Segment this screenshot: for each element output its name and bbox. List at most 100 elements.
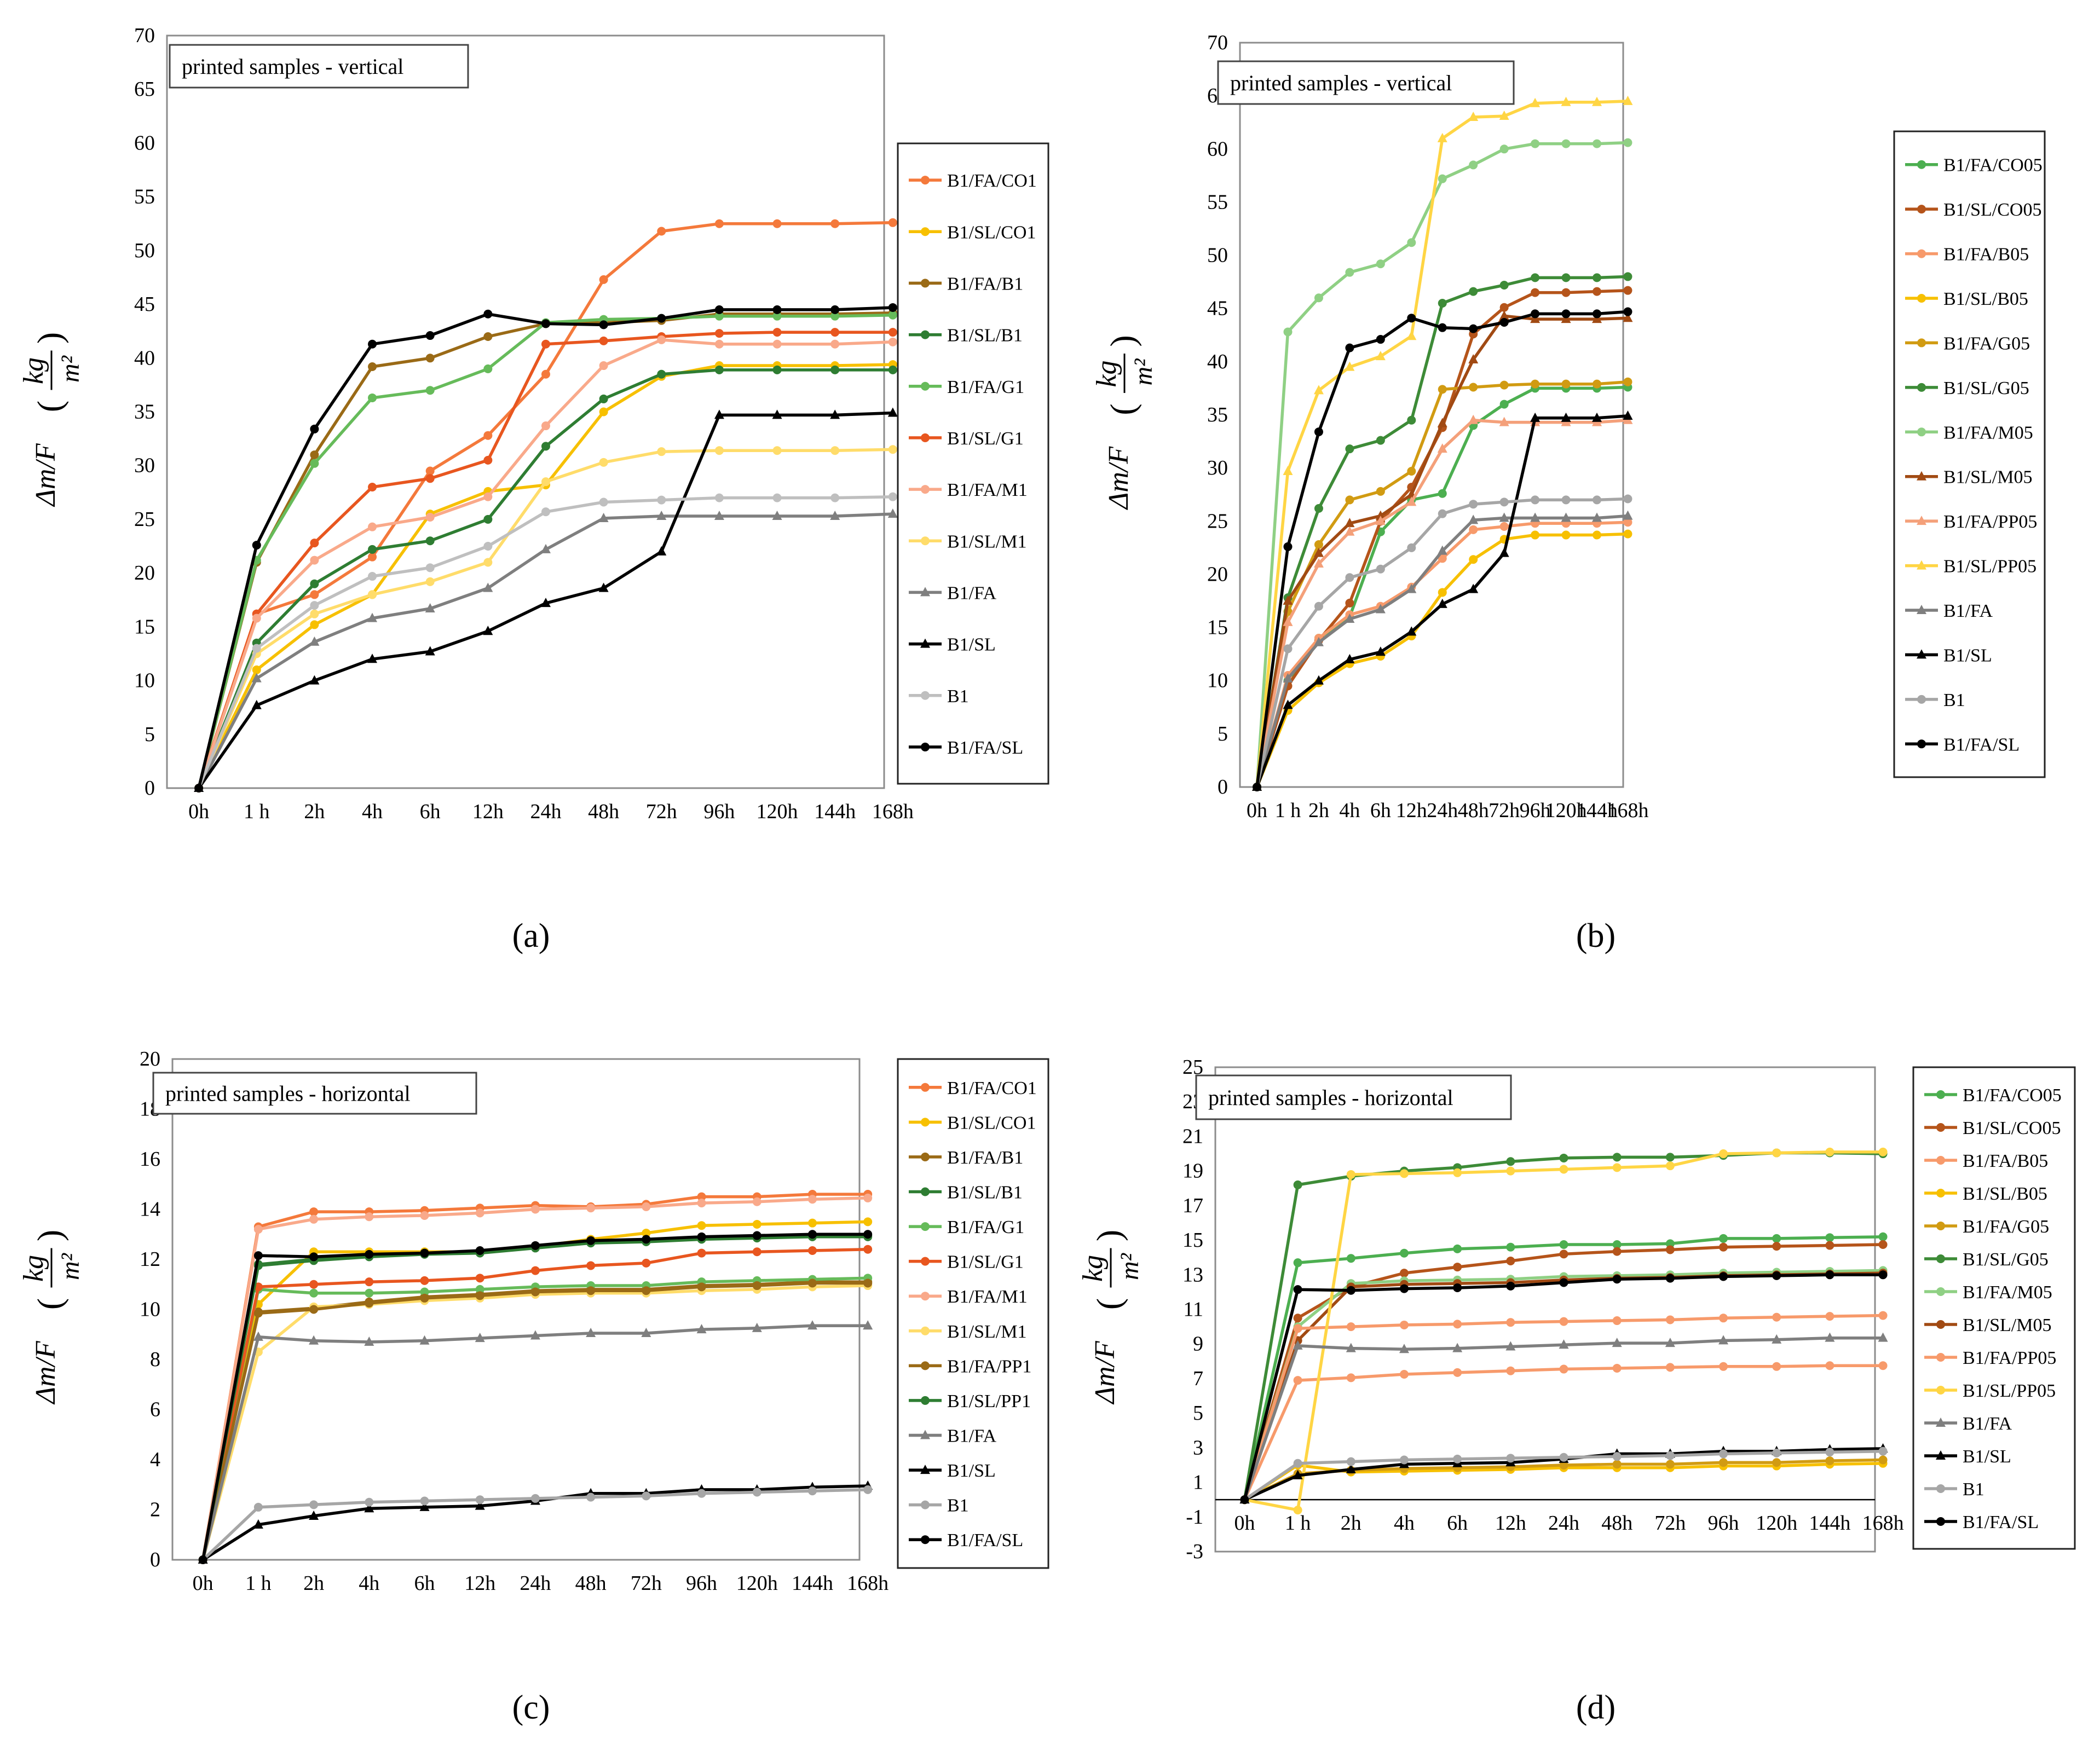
data-point bbox=[807, 1195, 817, 1204]
legend-item: B1/FA/G1 bbox=[909, 377, 1024, 397]
data-point bbox=[1293, 1376, 1302, 1385]
legend-item: B1/SL/B1 bbox=[909, 1183, 1023, 1203]
x-tick-label: 168h bbox=[847, 1572, 889, 1595]
y-axis-label-paren: ) bbox=[30, 1230, 69, 1241]
data-point bbox=[425, 386, 435, 395]
data-point bbox=[1612, 1240, 1622, 1249]
data-point bbox=[714, 311, 724, 321]
data-point bbox=[714, 305, 724, 314]
data-point bbox=[1346, 1343, 1356, 1352]
data-point bbox=[1612, 1163, 1622, 1172]
data-point bbox=[714, 365, 724, 374]
legend-item: B1/FA/SL bbox=[909, 738, 1023, 758]
data-point bbox=[697, 1199, 706, 1208]
data-point bbox=[1437, 598, 1447, 608]
data-point bbox=[807, 1278, 817, 1288]
data-point bbox=[1825, 1233, 1834, 1242]
data-point bbox=[483, 582, 493, 592]
y-axis-label-paren: ( bbox=[30, 401, 69, 412]
legend-swatch-marker bbox=[921, 1257, 930, 1266]
data-point bbox=[1253, 783, 1262, 791]
figure-label-a: (a) bbox=[512, 917, 550, 954]
data-point bbox=[714, 493, 724, 502]
data-point bbox=[1665, 1274, 1675, 1283]
data-point bbox=[1283, 542, 1293, 551]
y-tick-label: 70 bbox=[1207, 31, 1228, 54]
y-tick-label: 5 bbox=[1193, 1402, 1203, 1425]
legend-label: B1/FA/M1 bbox=[947, 480, 1028, 500]
data-point bbox=[475, 1291, 484, 1300]
x-tick-label: 96h bbox=[1708, 1512, 1739, 1535]
legend-swatch-marker bbox=[1917, 249, 1926, 258]
data-point bbox=[657, 447, 666, 456]
x-tick-label: 24h bbox=[530, 800, 561, 823]
data-point bbox=[752, 1322, 762, 1332]
title-box bbox=[169, 44, 469, 89]
data-point bbox=[1772, 1234, 1781, 1243]
x-tick-label: 24h bbox=[1548, 1512, 1579, 1535]
data-point bbox=[1399, 1248, 1409, 1258]
y-tick-label: 30 bbox=[134, 454, 155, 477]
data-point bbox=[888, 492, 897, 501]
data-point bbox=[475, 1495, 484, 1505]
data-point bbox=[309, 1510, 319, 1520]
legend-label: B1/FA/SL bbox=[947, 1530, 1023, 1550]
data-point bbox=[1345, 598, 1354, 608]
legend-label: B1/FA/SL bbox=[1963, 1512, 2039, 1532]
data-point bbox=[863, 1217, 873, 1226]
data-point bbox=[772, 311, 782, 321]
legend-swatch-marker bbox=[921, 1500, 930, 1509]
data-point bbox=[1561, 379, 1571, 389]
legend-label: B1/SL/G1 bbox=[947, 429, 1024, 449]
data-point bbox=[863, 1320, 873, 1330]
data-point bbox=[1346, 1373, 1355, 1382]
data-point bbox=[1772, 1458, 1781, 1467]
data-point bbox=[425, 331, 435, 340]
data-point bbox=[309, 1280, 319, 1289]
series-B1-SL-B1 bbox=[194, 365, 897, 792]
data-point bbox=[1499, 280, 1509, 290]
chart-a: 0 5 10 15 20 25 30 35 40 45 50 55 60 65 70 0h 1 h 2h 4h 6h 1… bbox=[18, 24, 1049, 823]
legend-swatch-marker bbox=[921, 691, 930, 700]
x-tick-label: 96h bbox=[686, 1572, 717, 1595]
data-point bbox=[863, 1278, 873, 1288]
data-point bbox=[1772, 1271, 1781, 1280]
series-B1-SL-PP05 bbox=[1252, 95, 1633, 791]
data-point bbox=[541, 421, 550, 431]
series-B1-SL bbox=[194, 407, 898, 792]
data-point bbox=[642, 1258, 651, 1268]
data-point bbox=[1469, 525, 1478, 534]
data-point bbox=[1559, 1453, 1568, 1462]
data-point bbox=[1719, 1458, 1728, 1467]
y-tick-label: 0 bbox=[150, 1548, 160, 1571]
data-point bbox=[1345, 268, 1354, 277]
chart-title: printed samples - vertical bbox=[1230, 71, 1452, 95]
y-axis-label-numerator: kg bbox=[1091, 360, 1122, 387]
data-point bbox=[368, 483, 377, 491]
legend-item: B1/FA/B1 bbox=[909, 274, 1023, 294]
legend-item: B1/SL/B05 bbox=[1905, 289, 2028, 309]
y-tick-label: 3 bbox=[1193, 1436, 1203, 1459]
legend-label: B1/FA/G05 bbox=[1943, 333, 2030, 354]
data-point bbox=[1665, 1161, 1675, 1171]
series-B1-FA-PP05 bbox=[1252, 414, 1633, 791]
title-box bbox=[152, 1072, 477, 1115]
data-point bbox=[1593, 530, 1602, 540]
legend-item: B1/FA/M05 bbox=[1905, 423, 2033, 443]
data-point bbox=[1592, 314, 1602, 323]
y-tick-label: 45 bbox=[134, 293, 155, 316]
data-point bbox=[483, 332, 493, 341]
x-tick-label: 144h bbox=[1576, 799, 1618, 822]
data-point bbox=[475, 1333, 485, 1343]
data-point bbox=[310, 579, 319, 588]
data-point bbox=[1825, 1361, 1834, 1370]
series-B1-FA-CO05 bbox=[1240, 1232, 1888, 1505]
data-point bbox=[830, 311, 840, 321]
legend-swatch-marker bbox=[921, 227, 930, 236]
data-point bbox=[772, 446, 782, 455]
data-point bbox=[1593, 139, 1602, 148]
data-point bbox=[1346, 1286, 1355, 1295]
data-point bbox=[1612, 1452, 1622, 1461]
legend-label: B1/SL/G1 bbox=[947, 1252, 1024, 1272]
